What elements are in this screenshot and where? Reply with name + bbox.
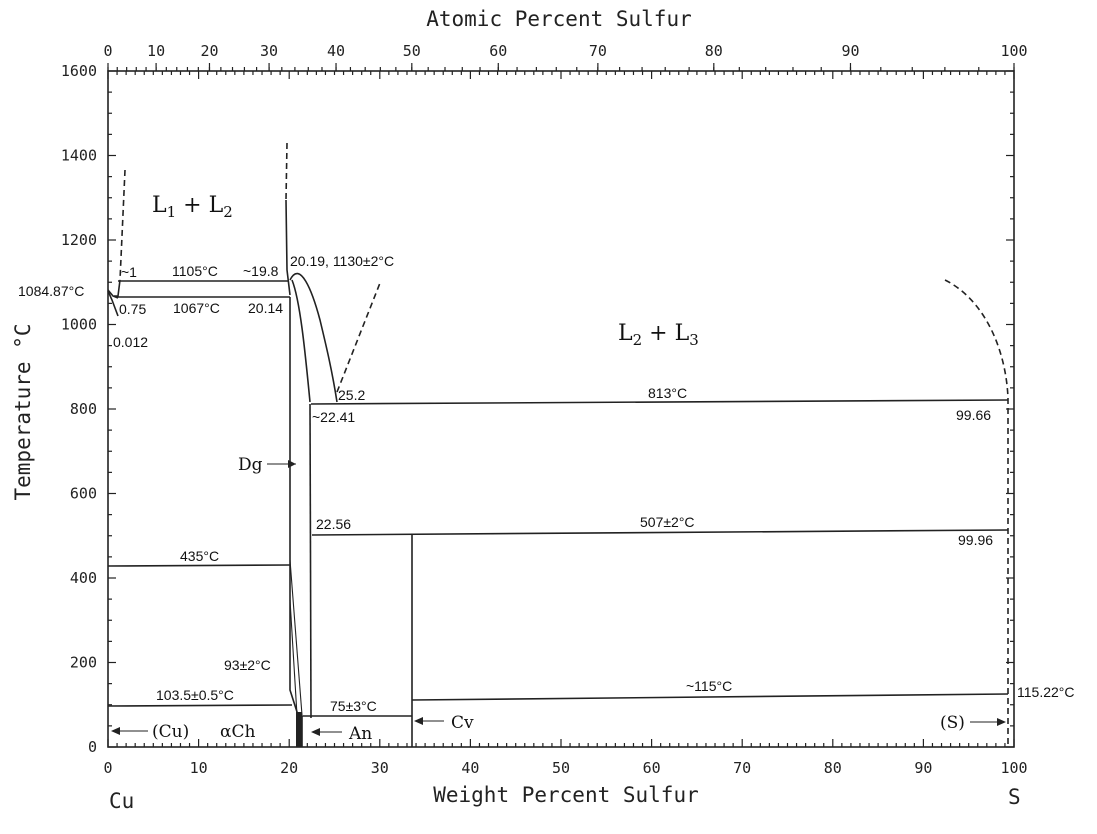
l1-boundary [114,279,121,297]
isotherm-813 [310,399,1009,405]
annotation-0-75: 0.75 [119,301,146,317]
x2-tick-label: 40 [327,42,345,60]
ch-boundary-a [289,559,303,716]
dg-left [289,297,299,716]
l2-boundary [285,199,291,296]
annotation-20-14: 20.14 [248,300,283,316]
region-arrows [111,460,1006,736]
bottom-axis-title: Weight Percent Sulfur [433,783,699,807]
x2-tick-label: 10 [147,42,165,60]
x-tick-label: 90 [914,759,932,777]
l3-boundary-dashed [944,279,1009,399]
annotation-0-012: 0.012 [113,334,148,350]
annotation-cu-melt: 1084.87°C [18,283,84,299]
annotation-93: 93±2°C [224,657,271,673]
cu-region-label: (Cu) [152,722,189,742]
axis-ticks: 0 10 20 30 40 50 60 70 80 90 1000 10 20 30 40 50 60 70 80 9… [61,42,1028,777]
y-tick-label: 200 [70,654,97,672]
x2-tick-label: 70 [589,42,607,60]
annotation-435: 435°C [180,548,219,564]
phase-boundaries [107,142,1009,747]
l2-l3-region-label: L2 + L3 [618,321,699,349]
alpha-ch-region-label: αCh [220,722,255,742]
l2-boundary-dashed [285,142,288,201]
annotation-99-96: 99.96 [958,532,993,548]
x-tick-label: 30 [371,759,389,777]
y-tick-label: 1000 [61,316,97,334]
dg-region-label: Dg [238,455,263,475]
x2-tick-label: 60 [489,42,507,60]
annotation-115-22: 115.22°C [1017,684,1075,700]
x-tick-label: 0 [103,759,112,777]
annotation-22-41: ~22.41 [312,409,355,425]
x-tick-label: 10 [190,759,208,777]
annotation-115: ~115°C [686,678,732,694]
annotation-1105: 1105°C [172,263,218,279]
plot-frame [107,70,1015,748]
x-tick-label: 20 [280,759,298,777]
y-tick-label: 600 [70,485,97,503]
y-axis-title: Temperature °C [11,323,35,500]
digenite-liquidus [289,272,338,403]
an-region-label: An [348,724,372,744]
x2-tick-label: 20 [200,42,218,60]
y-tick-label: 1400 [61,147,97,165]
isotherm-103 [107,704,293,707]
isotherm-507 [311,529,1009,536]
l1-boundary-dashed [119,169,126,281]
x2-tick-label: 90 [841,42,859,60]
x-tick-label: 40 [461,759,479,777]
alpha-ch-band [296,712,302,747]
annotation-1067: 1067°C [173,300,220,316]
y-tick-label: 1600 [61,62,97,80]
x2-tick-label: 0 [103,42,112,60]
y-tick-label: 400 [70,569,97,587]
x2-tick-label: 100 [1000,42,1027,60]
s-region-label: (S) [940,713,965,733]
l2-l3-dashed [336,282,381,393]
x2-tick-label: 30 [260,42,278,60]
x-tick-label: 70 [733,759,751,777]
annotation-25-2: 25.2 [338,387,365,403]
ch-boundary-b [289,599,298,716]
cu-solidus-bend [107,290,119,317]
annotation-75: 75±3°C [330,698,377,714]
isotherm-115 [411,693,1009,701]
x-tick-label: 60 [643,759,661,777]
x2-tick-label: 80 [705,42,723,60]
annotation-19-8: ~19.8 [243,263,279,279]
annotations: 1084.87°C 0.75 0.012 ~1 1105°C ~19.8 106… [18,253,1075,714]
y-tick-label: 1200 [61,231,97,249]
x-tick-label: 80 [824,759,842,777]
annotation-1: ~1 [121,264,137,280]
dg-right [309,403,312,719]
annotation-99-66: 99.66 [956,407,991,423]
cu-end-label: Cu [109,789,134,813]
x-tick-label: 50 [552,759,570,777]
top-axis-title: Atomic Percent Sulfur [426,7,692,31]
y-tick-label: 0 [88,738,97,756]
annotation-103: 103.5±0.5°C [156,687,234,703]
annotation-20-19: 20.19, 1130±2°C [290,253,394,269]
l1-l2-region-label: L1 + L2 [152,193,233,221]
s-end-label: S [1008,785,1021,809]
annotation-507: 507±2°C [640,514,695,530]
x2-tick-label: 50 [403,42,421,60]
x-tick-label: 100 [1000,759,1027,777]
digenite-right [291,279,311,403]
isotherm-435 [107,564,291,567]
annotation-813: 813°C [648,385,687,401]
y-tick-label: 800 [70,400,97,418]
annotation-22-56: 22.56 [316,516,351,532]
cv-region-label: Cv [451,713,474,733]
